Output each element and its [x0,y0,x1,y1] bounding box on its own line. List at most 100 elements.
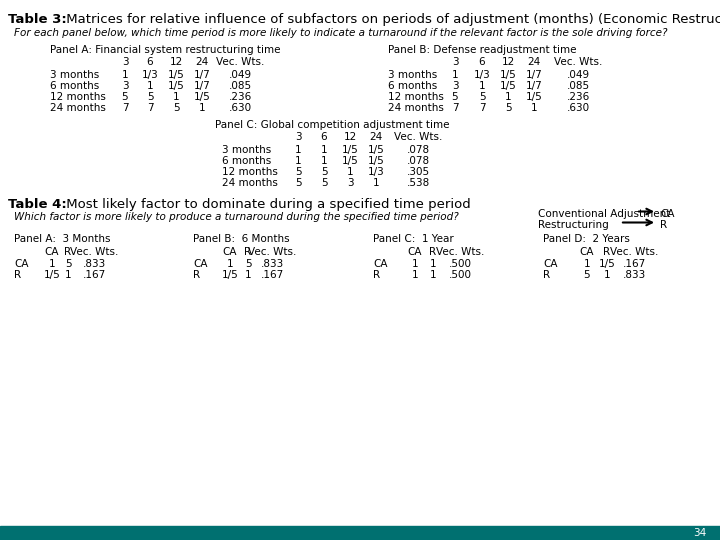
Text: .167: .167 [261,270,284,280]
Text: 1: 1 [49,259,55,269]
Text: .833: .833 [261,259,284,269]
Text: Conventional Adjustment: Conventional Adjustment [538,209,670,219]
Text: 7: 7 [451,103,459,113]
Text: 1: 1 [531,103,537,113]
Text: 3 months: 3 months [222,145,271,155]
Text: 5: 5 [320,178,328,188]
Text: 1/5: 1/5 [341,145,359,155]
Text: .049: .049 [567,70,590,80]
Text: Panel A:  3 Months: Panel A: 3 Months [14,234,110,244]
Text: 1: 1 [584,259,590,269]
Text: 1: 1 [430,270,436,280]
Text: Vec. Wts.: Vec. Wts. [554,57,602,67]
Text: .236: .236 [228,92,251,102]
Text: 24 months: 24 months [50,103,106,113]
Text: CA: CA [543,259,557,269]
Text: Panel B: Defense readjustment time: Panel B: Defense readjustment time [388,45,577,55]
Text: 24: 24 [369,132,382,142]
Text: 12 months: 12 months [388,92,444,102]
Text: 1: 1 [65,270,71,280]
Text: Vec. Wts.: Vec. Wts. [216,57,264,67]
Text: 1: 1 [294,145,301,155]
Text: R: R [193,270,200,280]
Text: Vec. Wts.: Vec. Wts. [70,247,118,257]
Text: R: R [543,270,550,280]
Text: 3: 3 [122,81,128,91]
Text: R: R [660,220,667,230]
Text: 24: 24 [195,57,209,67]
Text: 1/5: 1/5 [500,81,516,91]
Text: 1: 1 [199,103,205,113]
Text: Table 3:: Table 3: [8,13,67,26]
Text: 5: 5 [294,167,301,177]
Text: Restructuring: Restructuring [538,220,608,230]
Text: 3 months: 3 months [50,70,99,80]
Text: 1/7: 1/7 [526,81,542,91]
Text: 1: 1 [505,92,511,102]
Text: 1: 1 [320,156,328,166]
Text: .833: .833 [82,259,106,269]
Text: 5: 5 [245,259,251,269]
Text: Panel C: Global competition adjustment time: Panel C: Global competition adjustment t… [215,120,449,130]
Text: Panel C:  1 Year: Panel C: 1 Year [373,234,454,244]
Text: 1/7: 1/7 [194,70,210,80]
Text: 1/5: 1/5 [341,156,359,166]
Text: 12: 12 [501,57,515,67]
Text: Matrices for relative influence of subfactors on periods of adjustment (months) : Matrices for relative influence of subfa… [62,13,720,26]
Text: 12: 12 [343,132,356,142]
Text: 5: 5 [451,92,459,102]
Text: 1: 1 [227,259,233,269]
Text: 1: 1 [412,270,418,280]
Text: 1: 1 [603,270,611,280]
Text: R: R [603,247,611,257]
Text: 1: 1 [373,178,379,188]
Text: CA: CA [580,247,594,257]
Text: 3: 3 [451,81,459,91]
Text: 1/5: 1/5 [168,70,184,80]
Text: 1/7: 1/7 [526,70,542,80]
Text: 1/5: 1/5 [526,92,542,102]
Text: 5: 5 [505,103,511,113]
Text: 1/5: 1/5 [500,70,516,80]
Text: 1/3: 1/3 [142,70,158,80]
Text: Vec. Wts.: Vec. Wts. [248,247,296,257]
Text: 1: 1 [147,81,153,91]
Text: 1: 1 [245,270,251,280]
Text: .500: .500 [449,259,472,269]
Text: Panel B:  6 Months: Panel B: 6 Months [193,234,289,244]
Text: 3: 3 [347,178,354,188]
Text: 5: 5 [122,92,128,102]
Text: 1/7: 1/7 [194,81,210,91]
Text: 1/5: 1/5 [368,145,384,155]
Text: CA: CA [373,259,387,269]
Text: .085: .085 [567,81,590,91]
Text: R: R [373,270,380,280]
Text: .167: .167 [622,259,646,269]
Text: 24 months: 24 months [388,103,444,113]
Text: .049: .049 [228,70,251,80]
Text: 6: 6 [479,57,485,67]
Text: R: R [64,247,71,257]
Text: 1/5: 1/5 [222,270,238,280]
Text: 1/3: 1/3 [368,167,384,177]
Text: 1: 1 [320,145,328,155]
Text: Panel D:  2 Years: Panel D: 2 Years [543,234,630,244]
Text: 1: 1 [451,70,459,80]
Text: For each panel below, which time period is more likely to indicate a turnaround : For each panel below, which time period … [14,28,667,38]
Text: CA: CA [660,209,675,219]
Text: 3: 3 [122,57,128,67]
Text: Vec. Wts.: Vec. Wts. [610,247,658,257]
Text: CA: CA [193,259,207,269]
Text: .500: .500 [449,270,472,280]
Text: R: R [429,247,436,257]
Text: 5: 5 [173,103,179,113]
Text: .085: .085 [228,81,251,91]
Text: 1: 1 [479,81,485,91]
Text: 5: 5 [479,92,485,102]
Text: CA: CA [222,247,238,257]
Text: 24: 24 [527,57,541,67]
Text: 1/5: 1/5 [168,81,184,91]
Text: 1: 1 [122,70,128,80]
Text: 1: 1 [347,167,354,177]
Text: .538: .538 [406,178,430,188]
